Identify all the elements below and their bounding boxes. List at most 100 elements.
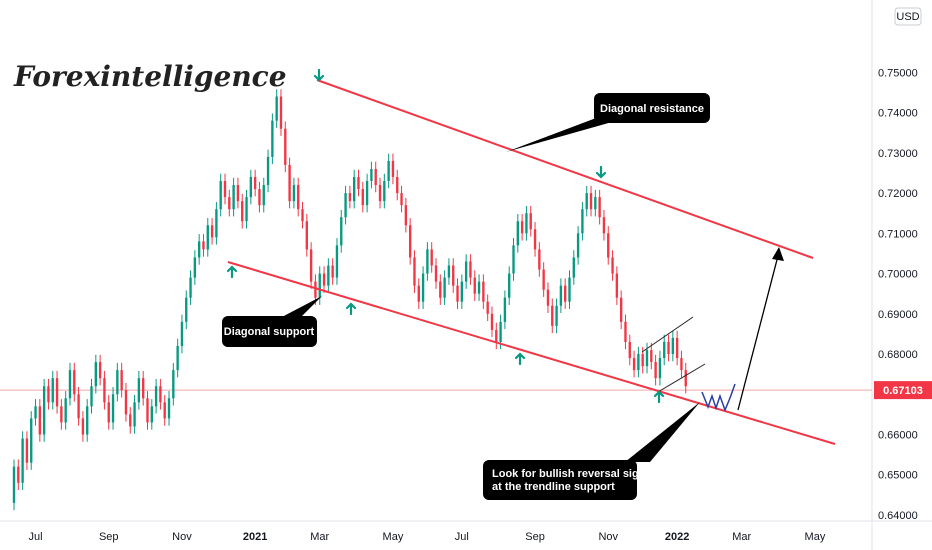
candle-body [266, 156, 270, 186]
candle [671, 330, 675, 362]
candle-body [546, 289, 550, 306]
candle-body [292, 185, 296, 202]
candle [167, 391, 171, 426]
candle [25, 431, 29, 470]
candles-group [12, 89, 687, 511]
callout-diagonal-resistance[interactable]: Diagonal resistance [506, 93, 710, 152]
candle [637, 346, 640, 378]
up-arrow-icon [653, 390, 665, 404]
candle-body [520, 221, 524, 234]
candle-body [607, 233, 610, 258]
candle [301, 201, 304, 229]
candle [658, 350, 662, 386]
candle-body [340, 217, 343, 246]
candle [73, 362, 76, 402]
x-tick-label: Nov [598, 531, 618, 543]
diagonal-resistance-line[interactable] [316, 79, 814, 259]
candle-body [258, 189, 261, 206]
candle [443, 270, 446, 305]
current-price-tag[interactable]: 0.67103 [874, 381, 932, 400]
candle [559, 278, 563, 313]
candle-body [163, 402, 166, 419]
callout-diagonal-support[interactable]: Diagonal support [222, 296, 322, 347]
candle [477, 274, 481, 301]
candle-body [615, 273, 619, 298]
pivot-markers [226, 68, 665, 404]
candle-body [297, 185, 300, 210]
candle-body [387, 160, 390, 182]
candle [107, 395, 110, 430]
callout-support-text: Diagonal support [224, 326, 315, 338]
candle [185, 290, 188, 330]
candle [447, 258, 451, 285]
candle [589, 185, 593, 217]
candle-body [154, 386, 158, 407]
candle-body [508, 273, 511, 298]
candle [628, 334, 631, 366]
candle [516, 214, 520, 253]
candle-body [12, 466, 16, 503]
candle-body [671, 337, 675, 355]
candle-body [21, 438, 24, 483]
candle-body [370, 168, 373, 182]
candle-body [284, 128, 287, 165]
candle-body [426, 249, 429, 274]
wedge-upper-line[interactable] [641, 316, 694, 353]
candle [111, 387, 115, 430]
candle [180, 314, 184, 354]
candle [116, 362, 119, 402]
candle-body [663, 341, 666, 359]
candle-body [400, 193, 403, 206]
candle-body [589, 193, 593, 210]
candle [421, 266, 425, 309]
projection-arrow-line[interactable] [737, 251, 780, 411]
projected-zigzag[interactable] [701, 383, 736, 413]
candle [262, 177, 265, 213]
candle-body [495, 329, 498, 342]
candle-body [103, 378, 106, 403]
candle [210, 218, 214, 245]
x-tick-label: Nov [172, 531, 192, 543]
candle-body [322, 273, 326, 286]
candle [460, 274, 464, 309]
candle [141, 370, 145, 406]
callout-bullish-reversal[interactable]: Look for bullish reversal signs at the t… [483, 402, 700, 500]
candle-body [473, 277, 476, 294]
candle-body [167, 398, 171, 419]
candle [305, 214, 309, 257]
candle [42, 378, 46, 442]
price-axis[interactable]: 0.75000 0.74000 0.73000 0.72000 0.71000 0.700… [878, 67, 918, 522]
candle [563, 278, 567, 309]
candle [327, 258, 330, 293]
candle [103, 370, 106, 410]
x-tick-label: Mar [732, 531, 751, 543]
x-tick-label: Jul [455, 531, 469, 543]
y-tick-label: 0.69000 [878, 309, 918, 321]
candle [318, 266, 321, 305]
candle [408, 218, 412, 265]
candle-body [563, 285, 567, 302]
candle-body [318, 273, 321, 298]
candle [253, 169, 257, 197]
time-axis[interactable]: Jul Sep Nov 2021 Mar May Jul Sep Nov 2022 Mar May [28, 531, 825, 543]
candle [51, 370, 54, 410]
wedge-lower-line[interactable] [657, 363, 706, 393]
candle [206, 218, 209, 257]
diagonal-support-line[interactable] [227, 261, 836, 445]
candle-body [271, 120, 274, 157]
candle [680, 350, 683, 378]
candle [508, 266, 511, 305]
x-tick-label: Jul [28, 531, 42, 543]
candle-body [421, 273, 425, 302]
candle [568, 270, 571, 309]
candle-body [568, 277, 571, 302]
candle [335, 238, 339, 285]
candle-body [357, 176, 360, 190]
currency-badge[interactable]: USD [894, 7, 922, 26]
candle-body [172, 370, 175, 399]
candle [555, 298, 558, 334]
candle [430, 242, 433, 273]
candle [675, 330, 679, 366]
candle [352, 169, 356, 209]
